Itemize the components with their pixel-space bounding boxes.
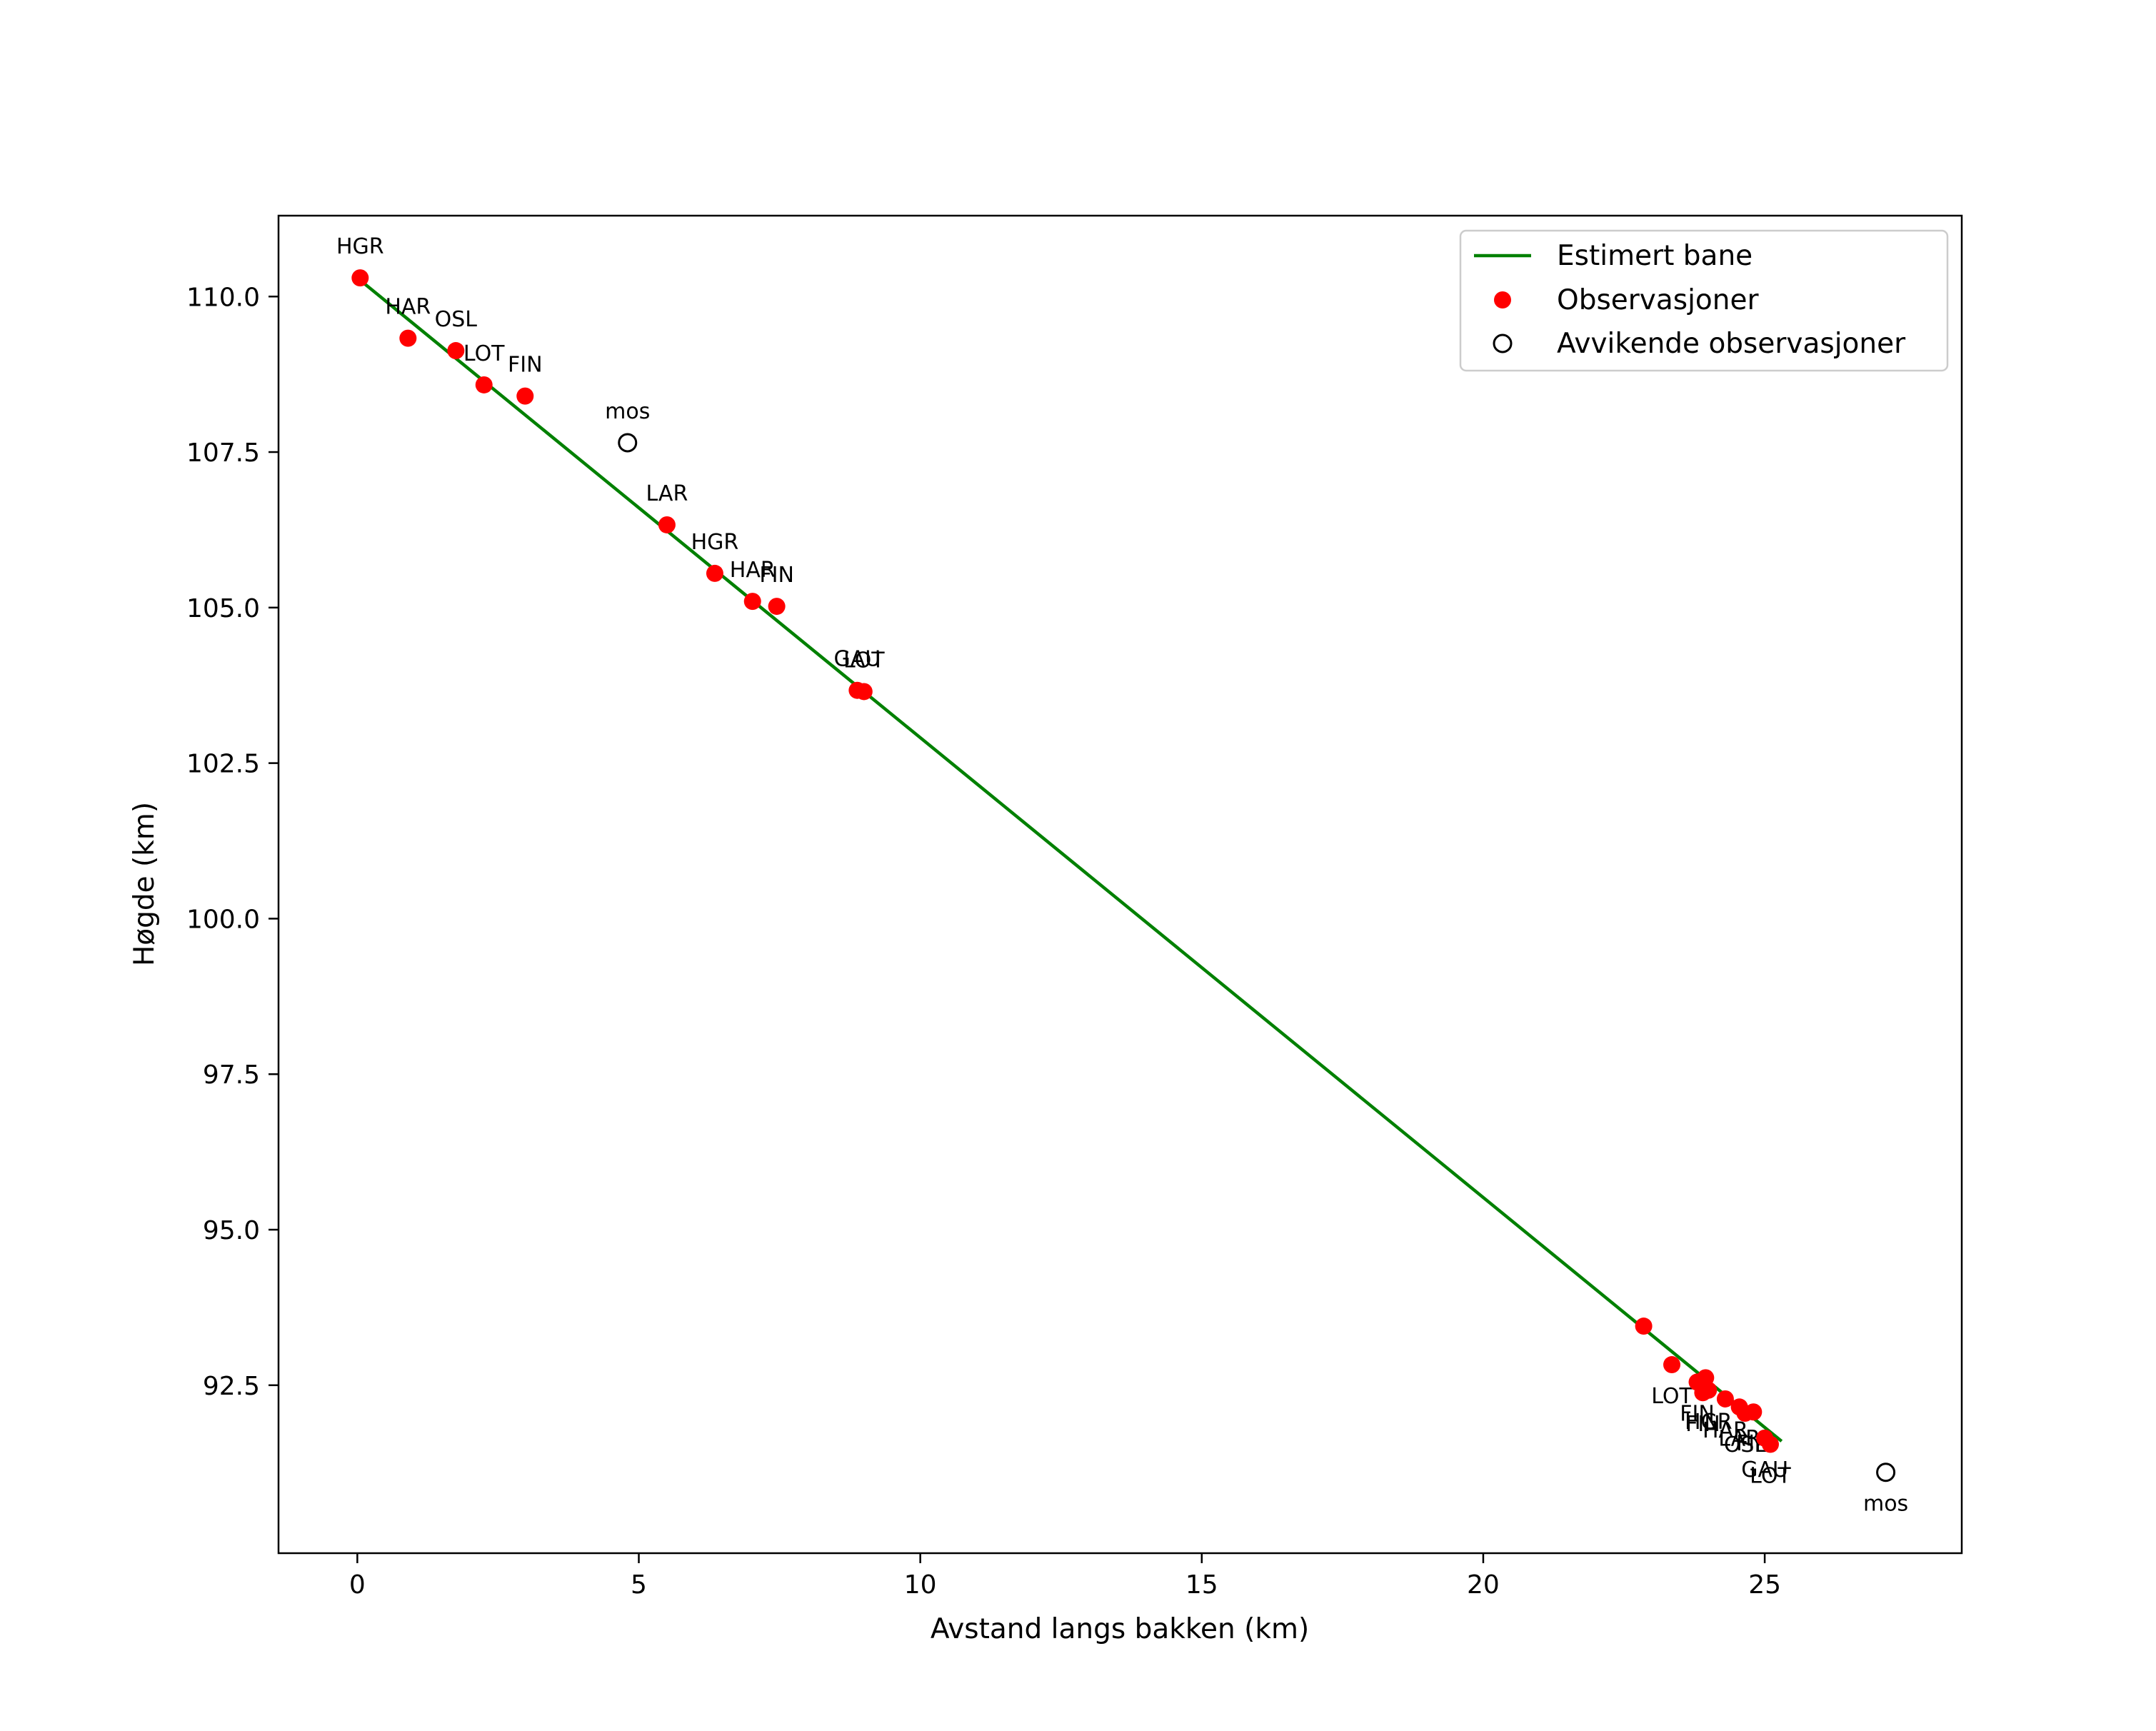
observation-point [1663, 1356, 1681, 1374]
x-axis-label: Avstand langs bakken (km) [931, 1613, 1309, 1645]
observation-label: HAR [385, 295, 431, 320]
axis-layer: 0 5 10 15 20 25 92.5 95.0 97.5 100.0 102.5 105.0 107… [186, 283, 1781, 1600]
observation-label: LAR [646, 481, 688, 506]
observation-label: LAR [1718, 1426, 1760, 1451]
outlier-label: mos [605, 399, 650, 424]
observation-label: HAR [1703, 1418, 1748, 1443]
outlier-point [1876, 1462, 1896, 1482]
legend-observation-swatch [1494, 291, 1511, 308]
plot-frame [277, 214, 1963, 1555]
observation-label: FIN [1680, 1401, 1715, 1426]
observation-point [399, 329, 417, 347]
y-tick-label: 105.0 [186, 594, 260, 623]
y-tick-label: 102.5 [186, 750, 260, 779]
y-tick-label: 92.5 [203, 1372, 260, 1401]
observation-label: GAU [833, 647, 881, 672]
x-tick-label: 10 [904, 1570, 937, 1600]
observation-point [706, 564, 723, 582]
legend-outlier-swatch [1493, 333, 1513, 353]
observation-label: LOT [1651, 1384, 1693, 1409]
observation-point [447, 342, 465, 360]
observation-label: HGR [1685, 1410, 1733, 1435]
outlier-label: mos [1863, 1492, 1908, 1517]
observation-label: FIN [1685, 1412, 1720, 1437]
legend-label-outliers: Avvikende observasjoner [1557, 328, 1906, 360]
observation-label: FIN [759, 563, 794, 588]
observation-point [768, 598, 786, 616]
x-tick-label: 15 [1185, 1570, 1218, 1600]
x-tick-label: 5 [631, 1570, 647, 1600]
observation-label: LOT [843, 648, 885, 673]
y-tick-label: 107.5 [186, 438, 260, 468]
observation-point [1745, 1403, 1763, 1421]
observation-label: HGR [336, 234, 384, 259]
y-tick-label: 100.0 [186, 905, 260, 934]
legend-label-estimated-path: Estimert bane [1557, 240, 1753, 272]
observation-point [1694, 1384, 1712, 1402]
observation-label: HGR [691, 530, 739, 555]
observation-label: FIN [508, 353, 543, 378]
observation-point [1716, 1390, 1734, 1408]
observation-label: HAR [730, 558, 776, 583]
legend-box [1459, 229, 1949, 372]
y-tick-label: 97.5 [203, 1060, 260, 1090]
legend-label-observations: Observasjoner [1557, 284, 1760, 316]
observation-point [1635, 1318, 1653, 1335]
observation-point [1761, 1435, 1779, 1453]
observation-point [743, 593, 761, 611]
observation-point [855, 683, 873, 701]
x-tick-label: 20 [1467, 1570, 1500, 1600]
x-tick-label: 25 [1748, 1570, 1781, 1600]
y-axis-label: Høgde (km) [129, 802, 161, 966]
outlier-point [618, 433, 638, 453]
observation-label: LOT [463, 341, 505, 366]
y-tick-label: 110.0 [186, 283, 260, 312]
y-tick-label: 95.0 [203, 1216, 260, 1245]
observation-label: OSL [435, 307, 478, 332]
observation-point [351, 269, 369, 287]
observation-label: LOT [1750, 1464, 1791, 1489]
observation-point [658, 516, 676, 533]
estimated-path-line [356, 276, 1783, 1442]
x-tick-label: 0 [349, 1570, 366, 1600]
legend: Estimert bane Observasjoner Avvikende ob… [1459, 229, 1949, 372]
observation-point [516, 387, 534, 405]
observation-point [475, 376, 493, 393]
observation-label: GAU [1741, 1457, 1788, 1482]
